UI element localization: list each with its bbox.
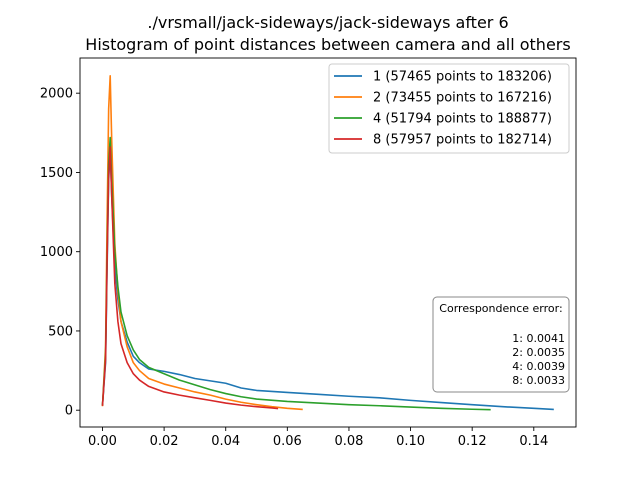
series-layer (101, 74, 554, 411)
annotation-line-3: 4: 0.0039 (512, 360, 565, 373)
x-tick-label: 0.04 (211, 434, 240, 449)
legend-label-4: 8 (57957 points to 182714) (373, 133, 552, 148)
x-tick-label: 0.02 (150, 434, 179, 449)
series-line-4 (101, 146, 279, 410)
annotation-box (432, 296, 570, 393)
y-tick-label: 1500 (40, 166, 73, 181)
x-tick-label: 0.00 (88, 434, 117, 449)
annotation-line-4: 8: 0.0033 (512, 374, 565, 387)
y-axis: 0 500 1000 1500 2000 (40, 87, 80, 419)
annotation-line-1: 1: 0.0041 (512, 332, 565, 345)
x-tick-label: 0.10 (396, 434, 425, 449)
x-axis: 0.00 0.02 0.04 0.06 0.08 0.10 0.12 0.14 (88, 427, 548, 449)
x-tick-label: 0.08 (334, 434, 363, 449)
annotation-title: Correspondence error: (439, 302, 562, 315)
chart-title: ./vrsmall/jack-sideways/jack-sideways af… (147, 13, 508, 32)
x-tick-label: 0.06 (273, 434, 302, 449)
y-tick-label: 500 (48, 324, 73, 339)
legend-label-2: 2 (73455 points to 167216) (373, 91, 552, 106)
series-line-2 (101, 74, 303, 411)
correspondence-annotation: Correspondence error: 1: 0.0041 2: 0.003… (432, 296, 570, 393)
y-tick-label: 0 (65, 404, 73, 419)
legend: 1 (57465 points to 183206) 2 (73455 point… (328, 63, 570, 154)
x-tick-label: 0.12 (458, 434, 487, 449)
x-tick-label: 0.14 (519, 434, 548, 449)
y-tick-label: 2000 (40, 87, 73, 102)
annotation-line-2: 2: 0.0035 (512, 346, 565, 359)
legend-box (328, 63, 570, 154)
legend-label-3: 4 (51794 points to 188877) (373, 112, 552, 127)
y-tick-label: 1000 (40, 245, 73, 260)
plot-frame (79, 57, 577, 428)
legend-label-1: 1 (57465 points to 183206) (373, 70, 552, 85)
chart-subtitle: Histogram of point distances between cam… (85, 35, 570, 54)
